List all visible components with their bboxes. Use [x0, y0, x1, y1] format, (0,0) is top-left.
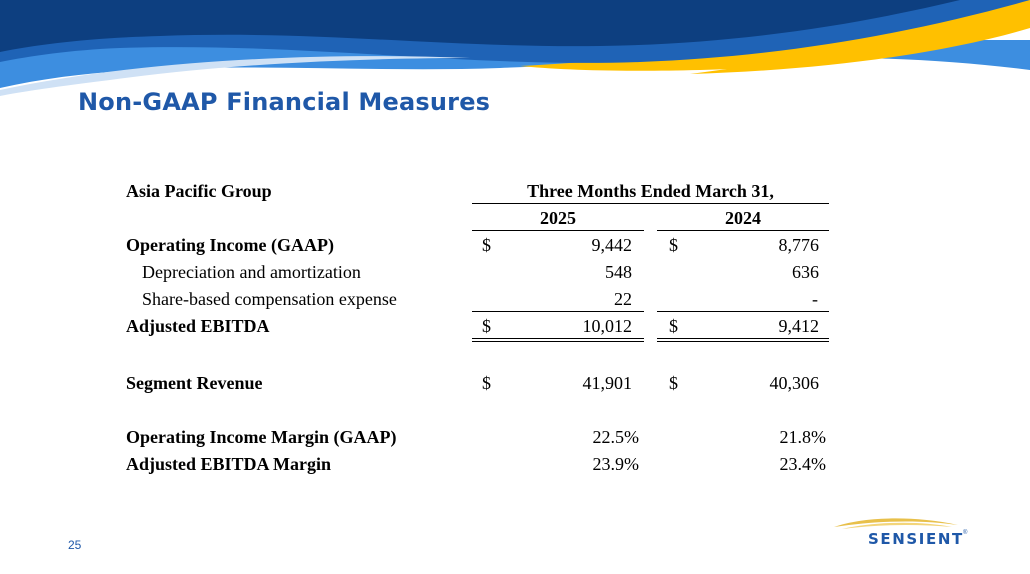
banner-dark-wave	[0, 0, 960, 52]
value-2025-depreciation: 548	[605, 262, 632, 282]
value-2024-segment-revenue: 40,306	[769, 373, 820, 393]
row-label-share-based-comp: Share-based compensation expense	[142, 289, 397, 309]
row-label-adjusted-ebitda: Adjusted EBITDA	[126, 316, 270, 336]
row-label-segment-revenue: Segment Revenue	[126, 373, 263, 393]
value-2024-adjusted-ebitda: 9,412	[778, 316, 820, 336]
value-2024-depreciation: 636	[792, 262, 819, 282]
logo-trademark: ®	[963, 530, 968, 536]
double-rule-2024-bottom	[657, 341, 829, 342]
value-2025-segment-revenue: 41,901	[582, 373, 633, 393]
sensient-logo: SENSIENT ®	[832, 515, 972, 555]
logo-wordmark: SENSIENT	[868, 530, 964, 548]
year-header-2025: 2025	[540, 208, 576, 228]
year-header-2024: 2024	[725, 208, 761, 228]
logo-swoosh-icon	[834, 518, 958, 529]
double-rule-2024-top	[657, 338, 829, 339]
subtotal-rule-2025	[472, 311, 644, 312]
value-2025-operating-income: 9,442	[591, 235, 633, 255]
period-header-rule	[472, 203, 829, 204]
page-number: 25	[68, 538, 82, 552]
value-2024-operating-income: 8,776	[778, 235, 820, 255]
year-rule-2025	[472, 230, 644, 231]
currency-symbol: $	[669, 373, 678, 393]
value-2025-share-based-comp: 22	[614, 289, 632, 309]
row-label-depreciation: Depreciation and amortization	[142, 262, 361, 282]
period-header: Three Months Ended March 31,	[527, 181, 774, 201]
row-label-ebitda-margin: Adjusted EBITDA Margin	[126, 454, 332, 474]
banner-pale-band	[0, 56, 470, 96]
value-2024-operating-margin: 21.8%	[779, 427, 827, 447]
double-rule-2025-top	[472, 338, 644, 339]
currency-symbol: $	[482, 373, 491, 393]
currency-symbol: $	[669, 316, 678, 336]
currency-symbol: $	[482, 316, 491, 336]
segment-name: Asia Pacific Group	[126, 181, 272, 201]
double-rule-2025-bottom	[472, 341, 644, 342]
value-2024-share-based-comp: -	[812, 289, 818, 309]
banner-yellow-tail	[690, 2, 1030, 74]
slide-title: Non-GAAP Financial Measures	[78, 88, 491, 116]
value-2025-ebitda-margin: 23.9%	[592, 454, 640, 474]
subtotal-rule-2024	[657, 311, 829, 312]
row-label-operating-income: Operating Income (GAAP)	[126, 235, 334, 255]
value-2025-adjusted-ebitda: 10,012	[582, 316, 633, 336]
value-2024-ebitda-margin: 23.4%	[779, 454, 827, 474]
year-rule-2024	[657, 230, 829, 231]
header-wave-banner	[0, 0, 1030, 96]
value-2025-operating-margin: 22.5%	[592, 427, 640, 447]
currency-symbol: $	[669, 235, 678, 255]
currency-symbol: $	[482, 235, 491, 255]
row-label-operating-margin: Operating Income Margin (GAAP)	[126, 427, 397, 447]
